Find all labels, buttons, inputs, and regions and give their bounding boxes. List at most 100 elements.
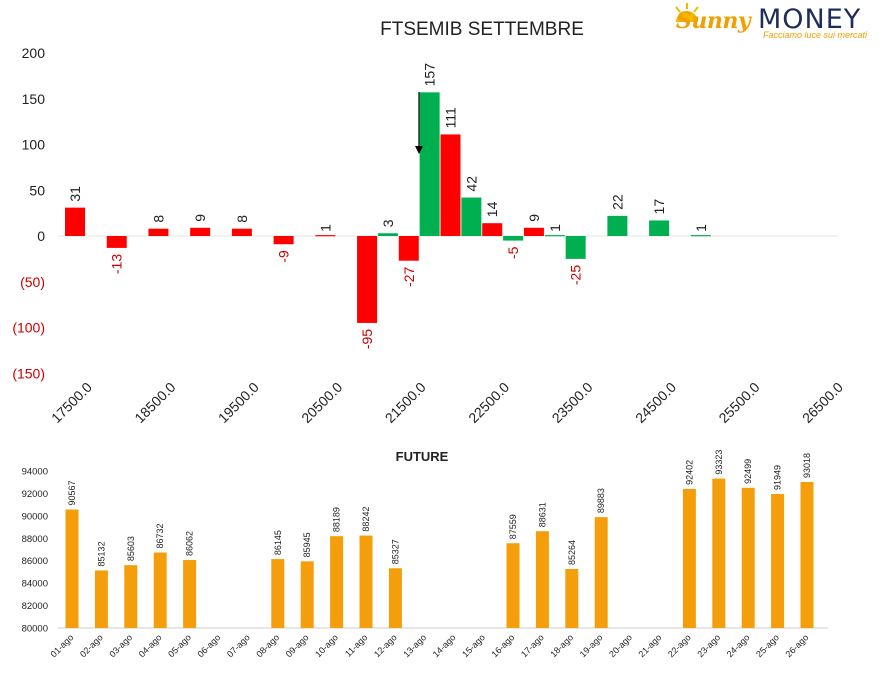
future-bar — [271, 559, 285, 628]
future-bar — [771, 494, 785, 628]
future-bar-label: 85603 — [126, 536, 136, 561]
top-bar — [440, 134, 461, 236]
top-bar — [649, 220, 670, 236]
future-bar — [712, 478, 726, 628]
future-bar — [330, 536, 344, 628]
top-bar-label: -5 — [505, 246, 521, 259]
future-bar — [565, 568, 579, 628]
future-bar-label: 88242 — [361, 507, 371, 532]
bottom-x-tick-label: 06-ago — [196, 632, 223, 659]
bottom-y-tick-label: 86000 — [22, 556, 48, 567]
bottom-x-tick-label: 12-ago — [372, 632, 399, 659]
top-bar-label: 9 — [526, 214, 542, 222]
top-bar — [503, 236, 524, 241]
bottom-x-tick-label: 08-ago — [254, 632, 281, 659]
top-bar-label: 22 — [609, 194, 625, 210]
top-bar-label: 1 — [693, 224, 709, 232]
future-bar — [300, 561, 314, 628]
future-bar-label: 93323 — [714, 450, 724, 475]
top-bar — [482, 223, 503, 236]
future-bar — [94, 570, 108, 628]
top-bar — [106, 236, 127, 248]
top-bar — [357, 236, 378, 323]
top-x-tick-label: 21500.0 — [382, 379, 429, 426]
future-bar-label: 86732 — [155, 523, 165, 548]
future-bar — [594, 517, 608, 628]
top-y-tick-label: 100 — [22, 137, 46, 153]
top-bar — [190, 227, 211, 236]
bottom-x-tick-label: 16-ago — [490, 632, 517, 659]
top-bar-label: -27 — [401, 266, 417, 286]
top-bar-label: -9 — [276, 250, 292, 263]
bottom-chart-title: FUTURE — [396, 449, 449, 464]
future-bar — [741, 487, 755, 628]
bottom-x-tick-label: 03-ago — [107, 632, 134, 659]
top-bar-label: 8 — [234, 215, 250, 223]
bottom-x-axis: 01-ago 02-ago 03-ago 04-ago 05-ago 06-ago 07-a… — [49, 632, 811, 659]
future-bar — [800, 482, 814, 628]
future-bar — [682, 488, 696, 628]
top-x-axis: 17500.0 18500.0 19500.0 20500.0 21500.0 22500… — [48, 379, 846, 426]
top-bar-label: 17 — [651, 199, 667, 215]
top-bar — [315, 235, 336, 237]
bottom-y-tick-label: 80000 — [22, 624, 48, 635]
top-y-tick-label: (50) — [20, 274, 45, 290]
top-y-tick-label: (150) — [12, 365, 45, 381]
bottom-y-tick-label: 88000 — [22, 534, 48, 545]
top-bar — [148, 228, 169, 236]
bottom-x-tick-label: 10-ago — [313, 632, 340, 659]
bottom-x-tick-label: 22-ago — [666, 632, 693, 659]
top-bar-label: 9 — [192, 214, 208, 222]
bottom-x-tick-label: 26-ago — [784, 632, 811, 659]
top-bar-label: 111 — [443, 107, 459, 128]
top-bar — [690, 235, 711, 237]
top-y-tick-label: (100) — [12, 320, 45, 336]
top-bars — [65, 92, 711, 323]
future-bar-label: 85264 — [567, 540, 577, 565]
top-y-tick-label: 50 — [29, 182, 45, 198]
top-bar-label: -13 — [109, 254, 125, 274]
top-bar-label: 42 — [463, 176, 479, 192]
bottom-x-tick-label: 17-ago — [519, 632, 546, 659]
top-x-tick-label: 25500.0 — [715, 379, 762, 426]
top-y-tick-label: 0 — [37, 228, 45, 244]
logo-money-text: MONEY — [758, 4, 862, 35]
top-bar — [523, 227, 544, 236]
top-x-tick-label: 23500.0 — [549, 379, 596, 426]
bottom-x-tick-label: 05-ago — [166, 632, 193, 659]
top-bar — [419, 92, 440, 236]
future-bar — [506, 543, 520, 628]
top-bar — [565, 236, 586, 259]
bottom-x-tick-label: 24-ago — [725, 632, 752, 659]
top-bar — [231, 228, 252, 236]
future-bar — [65, 509, 79, 628]
bottom-x-tick-label: 13-ago — [401, 632, 428, 659]
future-bar — [124, 565, 138, 628]
top-bar-label: 31 — [67, 186, 83, 202]
top-y-axis: 200 150 100 50 0 (50) (100) (150) — [12, 45, 45, 381]
bottom-y-tick-label: 90000 — [22, 511, 48, 522]
bottom-x-tick-label: 21-ago — [637, 632, 664, 659]
brand-logo: Sunny MONEY Facciamo luce sui mercati — [675, 3, 876, 42]
top-x-tick-label: 26500.0 — [799, 379, 846, 426]
top-y-tick-label: 200 — [22, 45, 46, 61]
top-chart-title: FTSEMIB SETTEMBRE — [380, 19, 584, 40]
bottom-x-tick-label: 15-ago — [460, 632, 487, 659]
future-bar-label: 92499 — [743, 459, 753, 484]
future-bar-label: 89883 — [596, 488, 606, 513]
bottom-x-tick-label: 02-ago — [78, 632, 105, 659]
bottom-y-tick-label: 94000 — [22, 467, 48, 478]
bottom-x-tick-label: 09-ago — [284, 632, 311, 659]
future-bar-label: 93018 — [802, 453, 812, 478]
top-bar-label: 1 — [547, 224, 563, 232]
top-bar-label: 1 — [317, 224, 333, 232]
future-bar-label: 88631 — [537, 502, 547, 527]
future-bar — [153, 552, 167, 628]
top-bar — [398, 236, 419, 261]
future-bar-label: 86145 — [273, 530, 283, 555]
future-bar-label: 92402 — [684, 460, 694, 485]
future-bar — [535, 531, 549, 628]
top-bar-label: 14 — [484, 201, 500, 217]
